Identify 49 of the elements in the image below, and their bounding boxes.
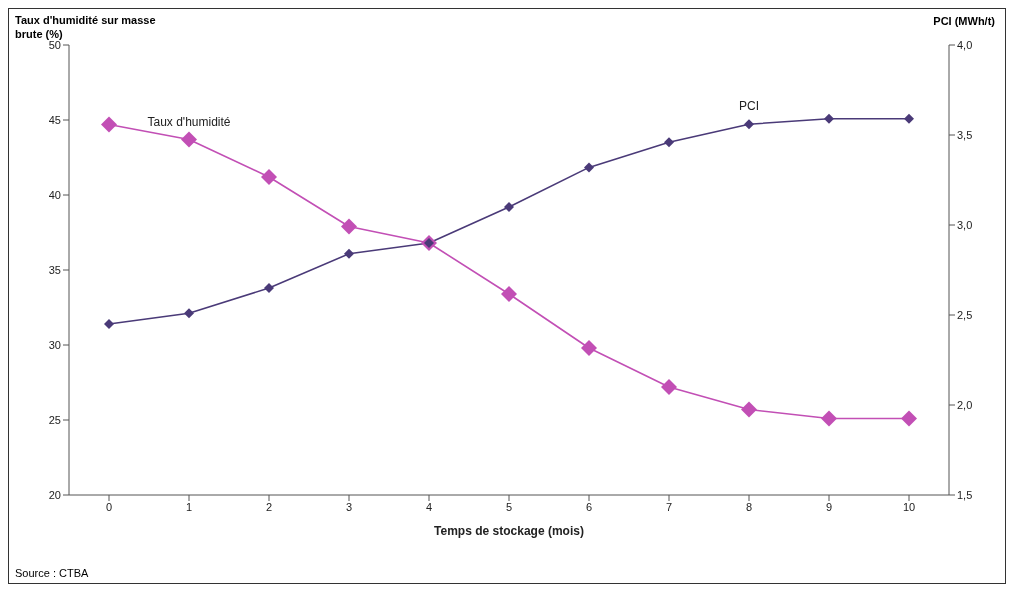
y2-tick-label: 2,0 [957, 398, 973, 411]
x-tick-label: 9 [825, 500, 833, 513]
point [104, 319, 114, 329]
y-tick-label: 25 [48, 413, 61, 426]
point [184, 308, 194, 319]
point [101, 116, 117, 133]
point [904, 113, 914, 124]
x-tick-label: 5 [505, 500, 513, 513]
y-tick-label: 40 [48, 188, 61, 201]
point [504, 202, 514, 212]
point [341, 218, 357, 235]
point [824, 113, 834, 124]
point [181, 131, 197, 148]
x-tick-label: 2 [265, 500, 273, 513]
y2-tick-label: 2,5 [957, 308, 973, 321]
y-tick-label: 45 [48, 113, 61, 126]
point [744, 119, 754, 130]
y2-tick-label: 1,5 [957, 488, 973, 501]
y-tick-label: 20 [48, 488, 61, 501]
point [581, 340, 597, 356]
point [261, 169, 277, 185]
x-tick-label: 7 [665, 500, 673, 513]
point [501, 286, 517, 302]
point [264, 283, 274, 293]
x-tick-label: 10 [902, 500, 916, 513]
y2-tick-label: 3,5 [957, 128, 973, 141]
x-tick-label: 6 [585, 500, 593, 513]
y-tick-label: 35 [48, 263, 61, 276]
point [901, 410, 917, 427]
y2-axis-title: PCI (MWh/t) [933, 15, 995, 27]
x-tick-label: 4 [425, 500, 433, 513]
y2-tick-label: 3,0 [957, 218, 973, 231]
series-label: Taux d'humidité [147, 114, 231, 129]
x-tick-label: 0 [105, 500, 113, 513]
point [661, 379, 677, 395]
x-tick-label: 3 [345, 500, 353, 513]
x-tick-label: 8 [745, 500, 753, 513]
point [821, 410, 837, 427]
point [584, 162, 594, 173]
point [664, 137, 674, 148]
source-note: Source : CTBA [15, 567, 89, 579]
y2-tick-label: 4,0 [957, 38, 973, 51]
x-tick-label: 1 [185, 500, 193, 513]
y-axis-title: Taux d'humidité sur masse brute (%) [15, 13, 157, 41]
y-tick-label: 30 [48, 338, 61, 351]
series-label: PCI [738, 99, 760, 114]
point [344, 248, 354, 259]
point [741, 401, 757, 418]
x-axis-title: Temps de stockage (mois) [434, 524, 584, 538]
